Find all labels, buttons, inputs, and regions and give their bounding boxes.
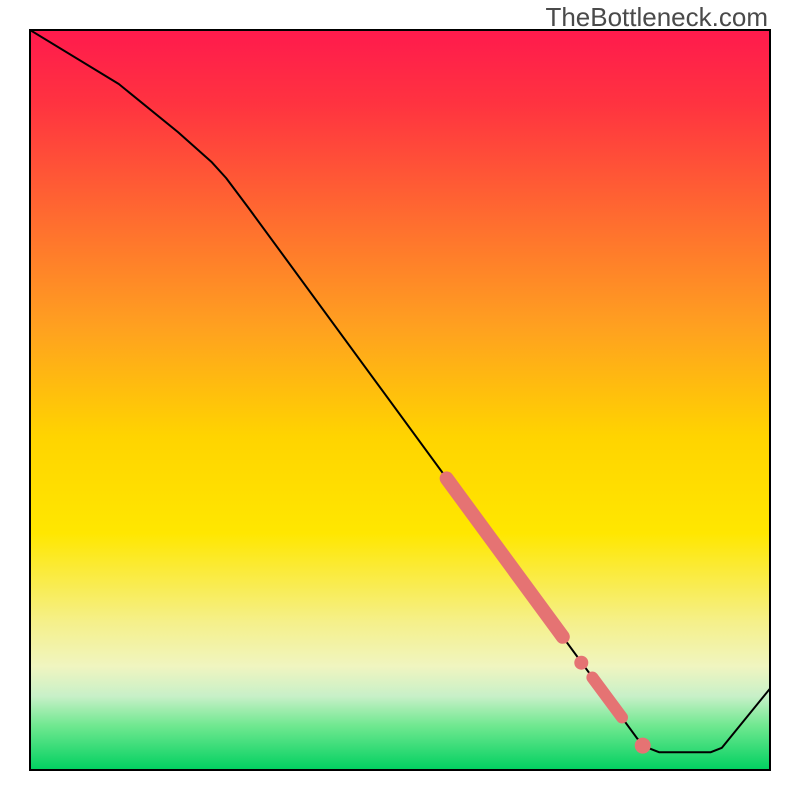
marker-end-dot bbox=[635, 738, 651, 754]
watermark-text: TheBottleneck.com bbox=[545, 2, 768, 33]
chart-stage: TheBottleneck.com bbox=[0, 0, 800, 800]
marker-mid-dot bbox=[574, 656, 588, 670]
bottleneck-chart-svg bbox=[0, 0, 800, 800]
gradient-background bbox=[30, 30, 770, 770]
